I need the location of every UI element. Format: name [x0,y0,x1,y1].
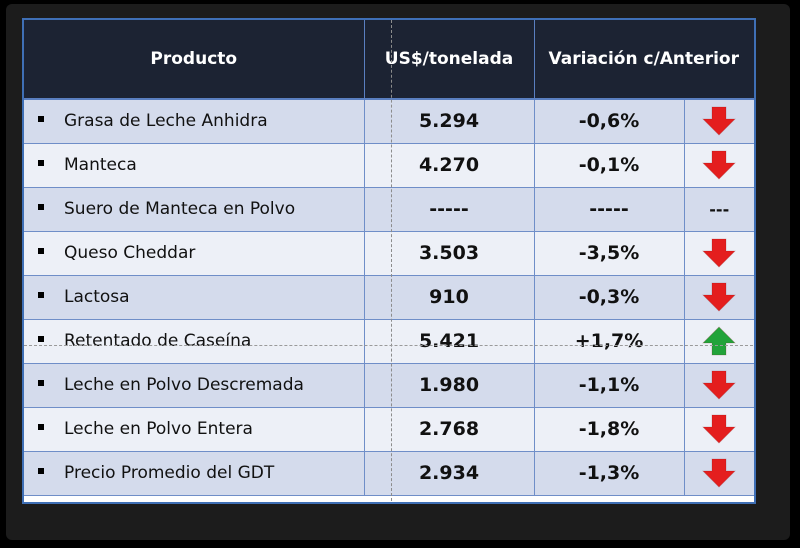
product-cell: Leche en Polvo Descremada [24,363,365,408]
table-row: Leche en Polvo Entera 2.768 -1,8% [24,407,754,452]
table-body: Grasa de Leche Anhidra 5.294 -0,6% Manteca 4… [24,99,754,496]
trend-cell [684,319,754,364]
table-row: Suero de Manteca en Polvo ----- ----- --- [24,187,754,232]
product-name: Grasa de Leche Anhidra [64,111,268,132]
variation-cell: -1,8% [534,407,685,452]
price-cell: 5.421 [364,319,535,364]
price-cell: 2.934 [364,451,535,496]
table-row: Lactosa 910 -0,3% [24,275,754,320]
price-table-card: Producto US$/tonelada Variación c/Anteri… [22,18,756,504]
trend-cell [684,143,754,188]
table-row: Leche en Polvo Descremada 1.980 -1,1% [24,363,754,408]
trend-cell [684,99,754,144]
trend-cell [684,275,754,320]
product-name: Precio Promedio del GDT [64,463,275,483]
arrow-down-icon [702,282,737,312]
product-name: Leche en Polvo Descremada [64,375,304,395]
table-header-row: Producto US$/tonelada Variación c/Anteri… [24,20,754,100]
trend-cell: --- [684,187,754,232]
variation-cell: ----- [534,187,685,232]
arrow-down-icon [702,238,737,268]
bullet-icon [38,292,44,298]
variation-cell: -1,3% [534,451,685,496]
header-precio: US$/tonelada [364,20,535,100]
variation-cell: -3,5% [534,231,685,276]
product-name: Retentado de Caseína [64,331,252,351]
bullet-icon [38,424,44,430]
product-name: Manteca [64,155,137,175]
table-row: Precio Promedio del GDT 2.934 -1,3% [24,451,754,496]
product-cell: Grasa de Leche Anhidra [24,99,365,144]
price-cell: 5.294 [364,99,535,144]
bullet-icon [38,336,44,342]
product-cell: Leche en Polvo Entera [24,407,365,452]
arrow-up-icon [702,326,737,356]
trend-cell [684,407,754,452]
arrow-down-icon [702,414,737,444]
trend-cell [684,363,754,408]
product-cell: Precio Promedio del GDT [24,451,365,496]
bullet-icon [38,248,44,254]
product-cell: Suero de Manteca en Polvo [24,187,365,232]
product-cell: Queso Cheddar [24,231,365,276]
arrow-down-icon [702,370,737,400]
table-row: Grasa de Leche Anhidra 5.294 -0,6% [24,99,754,144]
variation-cell: -0,1% [534,143,685,188]
bullet-icon [38,160,44,166]
table-row: Retentado de Caseína 5.421 +1,7% [24,319,754,364]
trend-cell [684,231,754,276]
gdt-price-table: Producto US$/tonelada Variación c/Anteri… [24,20,754,496]
product-cell: Retentado de Caseína [24,319,365,364]
trend-placeholder: --- [709,199,730,219]
variation-cell: -1,1% [534,363,685,408]
arrow-down-icon [702,106,737,136]
bullet-icon [38,116,44,123]
table-row: Queso Cheddar 3.503 -3,5% [24,231,754,276]
header-variacion: Variación c/Anterior [534,20,754,100]
arrow-down-icon [702,458,737,488]
bullet-icon [38,380,44,386]
price-cell: 2.768 [364,407,535,452]
price-cell: ----- [364,187,535,232]
product-name: Suero de Manteca en Polvo [64,199,296,219]
price-cell: 4.270 [364,143,535,188]
product-name: Leche en Polvo Entera [64,419,253,439]
price-cell: 910 [364,275,535,320]
product-name: Lactosa [64,287,130,307]
product-cell: Manteca [24,143,365,188]
product-cell: Lactosa [24,275,365,320]
bullet-icon [38,468,44,474]
product-name: Queso Cheddar [64,243,196,263]
arrow-down-icon [702,150,737,180]
price-cell: 3.503 [364,231,535,276]
table-row: Manteca 4.270 -0,1% [24,143,754,188]
header-producto: Producto [24,20,365,100]
price-cell: 1.980 [364,363,535,408]
variation-cell: -0,3% [534,275,685,320]
variation-cell: -0,6% [534,99,685,144]
bullet-icon [38,204,44,210]
variation-cell: +1,7% [534,319,685,364]
trend-cell [684,451,754,496]
